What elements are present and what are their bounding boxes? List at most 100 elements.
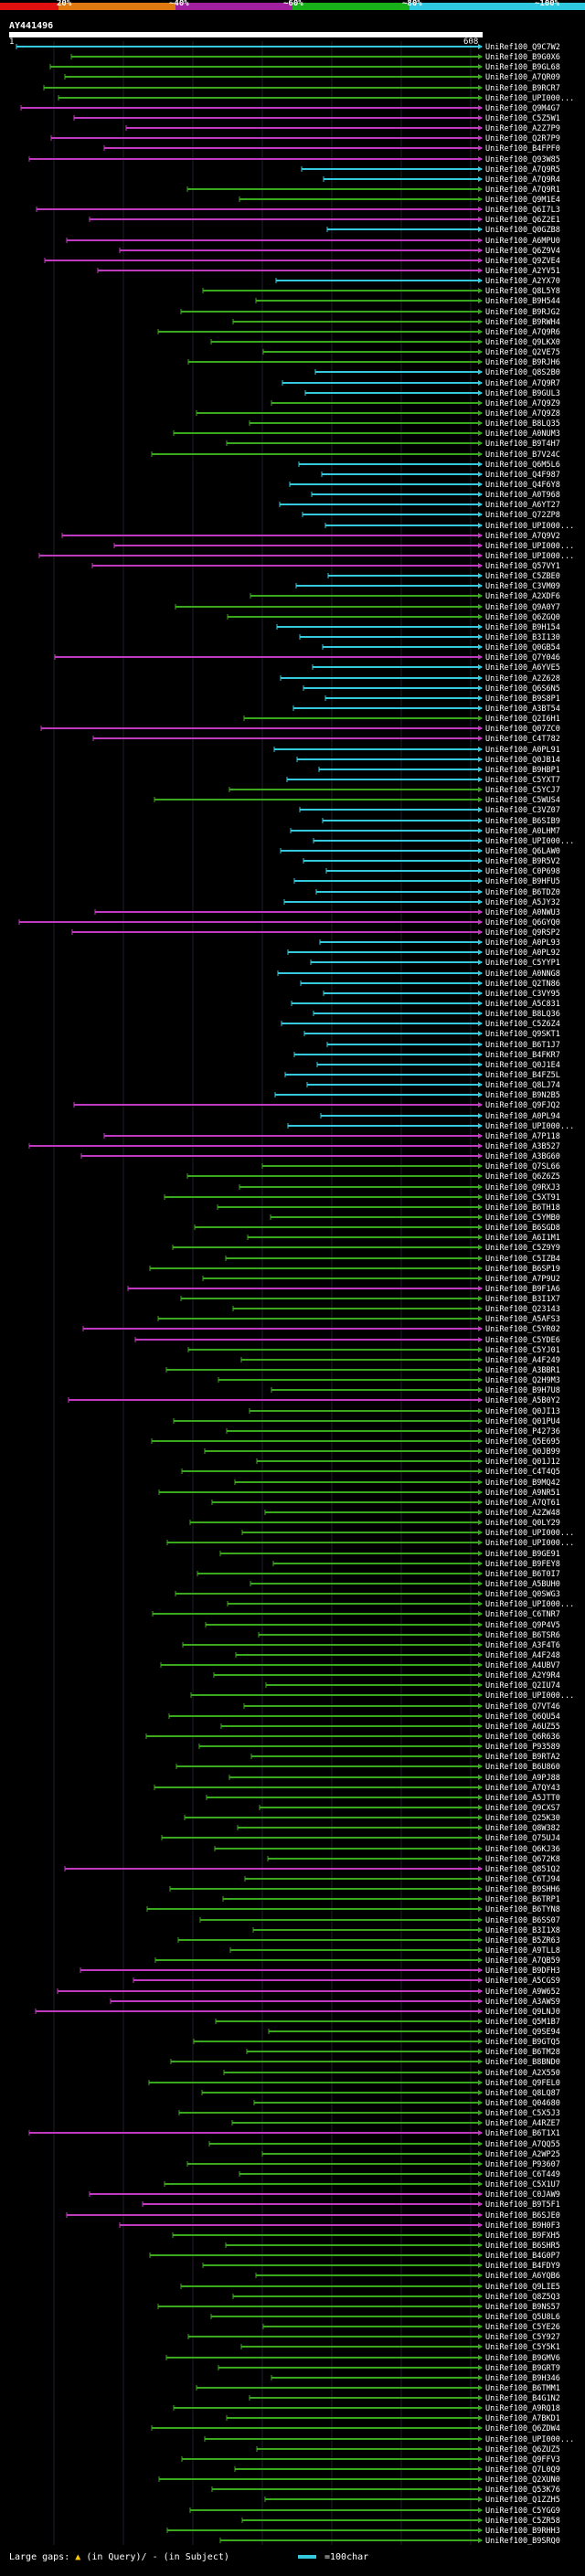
hit-label[interactable]: UniRef100_Q7L0Q9 [485,2465,560,2475]
hit-label[interactable]: UniRef100_Q9LNJ0 [485,2008,560,2017]
hit-label[interactable]: UniRef100_A3F4T6 [485,1641,560,1650]
hit-row[interactable]: UniRef100_B9RJH6 [187,358,560,367]
hit-row[interactable]: UniRef100_Q6M5L6 [298,461,560,470]
hit-row[interactable]: UniRef100_B6TDZ0 [315,888,560,897]
hit-label[interactable]: UniRef100_Q9RSP2 [485,928,560,938]
hit-label[interactable]: UniRef100_B6SHR5 [485,2242,560,2251]
hit-label[interactable]: UniRef100_B9RJH6 [485,358,560,367]
hit-label[interactable]: UniRef100_A2Z7P9 [485,124,560,133]
hit-row[interactable]: UniRef100_A2ZW48 [264,1509,560,1518]
hit-row[interactable]: UniRef100_B9GL68 [49,63,560,72]
hit-label[interactable]: UniRef100_Q672K8 [485,1855,560,1864]
hit-row[interactable]: UniRef100_A5JY32 [283,898,560,907]
hit-label[interactable]: UniRef100_Q07ZC0 [485,725,560,734]
hit-row[interactable]: UniRef100_A2XDF6 [250,592,560,601]
hit-label[interactable]: UniRef100_A0PL91 [485,746,560,755]
hit-label[interactable]: UniRef100_A6I1M1 [485,1234,560,1243]
hit-label[interactable]: UniRef100_UPI000... [485,2435,574,2444]
hit-row[interactable]: UniRef100_B9RCR7 [43,84,560,93]
hit-row[interactable]: UniRef100_P93607 [186,2160,560,2169]
hit-label[interactable]: UniRef100_Q8Z5Q3 [485,2293,560,2302]
hit-row[interactable]: UniRef100_A0PL93 [319,938,560,948]
hit-row[interactable]: UniRef100_Q9M1E4 [239,196,560,205]
hit-row[interactable]: UniRef100_Q9P4V5 [205,1621,560,1630]
hit-label[interactable]: UniRef100_A7Q9Z8 [485,409,560,419]
hit-row[interactable]: UniRef100_Q9M4G7 [20,104,560,113]
hit-row[interactable]: UniRef100_B6TM28 [246,2048,560,2057]
hit-label[interactable]: UniRef100_A7QR09 [485,73,560,82]
hit-row[interactable]: UniRef100_C5XT91 [164,1193,560,1203]
hit-row[interactable]: UniRef100_Q6QU54 [168,1712,560,1722]
hit-label[interactable]: UniRef100_B9HFU5 [485,877,560,886]
hit-label[interactable]: UniRef100_Q9P4V5 [485,1621,560,1630]
hit-label[interactable]: UniRef100_A3BG60 [485,1152,560,1161]
hit-label[interactable]: UniRef100_B9GUL3 [485,389,560,398]
hit-label[interactable]: UniRef100_C0JAW9 [485,2190,560,2200]
hit-row[interactable]: UniRef100_B6TMM1 [196,2384,560,2393]
hit-label[interactable]: UniRef100_C5X5J3 [485,2109,560,2118]
hit-row[interactable]: UniRef100_B6SHR5 [225,2242,560,2251]
hit-row[interactable]: UniRef100_A2X550 [223,2069,560,2078]
hit-row[interactable]: UniRef100_B9FXH5 [172,2231,560,2241]
hit-label[interactable]: UniRef100_A7P9U2 [485,1275,560,1284]
hit-row[interactable]: UniRef100_B9RTA2 [250,1753,560,1762]
hit-row[interactable]: UniRef100_B4FKR7 [293,1051,560,1060]
hit-row[interactable]: UniRef100_A0NNG8 [277,970,560,979]
hit-row[interactable]: UniRef100_UPI000... [287,1122,574,1131]
hit-row[interactable]: UniRef100_Q5E695 [151,1437,560,1447]
hit-label[interactable]: UniRef100_C5Z6Z4 [485,1020,560,1029]
hit-row[interactable]: UniRef100_Q9RSP2 [71,928,560,938]
hit-row[interactable]: UniRef100_B4G0P7 [149,2252,560,2261]
hit-label[interactable]: UniRef100_B6SS07 [485,1916,560,1925]
hit-label[interactable]: UniRef100_Q9SE94 [485,2028,560,2037]
hit-row[interactable]: UniRef100_Q0JI13 [249,1407,560,1416]
hit-row[interactable]: UniRef100_B9FEY8 [272,1560,560,1569]
hit-label[interactable]: UniRef100_A6YT27 [485,501,560,510]
hit-label[interactable]: UniRef100_Q01J12 [485,1458,560,1467]
hit-row[interactable]: UniRef100_UPI000... [241,1529,574,1538]
hit-label[interactable]: UniRef100_Q8LJ74 [485,1081,560,1090]
hit-label[interactable]: UniRef100_A5JTT0 [485,1794,560,1803]
hit-label[interactable]: UniRef100_B6TSR6 [485,1631,560,1640]
hit-row[interactable]: UniRef100_A7Q9R4 [323,175,560,185]
hit-row[interactable]: UniRef100_A0T968 [311,491,560,500]
hit-label[interactable]: UniRef100_C5Z9Y9 [485,1244,560,1253]
hit-label[interactable]: UniRef100_UPI000... [485,1600,574,1609]
hit-label[interactable]: UniRef100_A0NWU3 [485,908,560,917]
hit-label[interactable]: UniRef100_A3B527 [485,1142,560,1151]
hit-row[interactable]: UniRef100_B6TYN8 [146,1905,560,1914]
hit-row[interactable]: UniRef100_Q0J1E4 [316,1061,560,1070]
hit-row[interactable]: UniRef100_A7QB59 [154,1956,560,1966]
hit-row[interactable]: UniRef100_Q0SWG3 [175,1590,560,1599]
hit-label[interactable]: UniRef100_B3I130 [485,633,560,642]
hit-row[interactable]: UniRef100_C5X1U7 [164,2180,560,2189]
hit-row[interactable]: UniRef100_Q6ZUZ5 [256,2445,560,2454]
hit-label[interactable]: UniRef100_Q0LY29 [485,1519,560,1528]
hit-label[interactable]: UniRef100_C5YE26 [485,2323,560,2332]
hit-label[interactable]: UniRef100_B9GMV6 [485,2354,560,2363]
hit-row[interactable]: UniRef100_B6SGD8 [194,1224,560,1233]
hit-label[interactable]: UniRef100_B6TMM1 [485,2384,560,2393]
hit-label[interactable]: UniRef100_B3I1X7 [485,1295,560,1304]
hit-label[interactable]: UniRef100_B4FDY9 [485,2262,560,2271]
hit-label[interactable]: UniRef100_A0NUM3 [485,429,560,439]
hit-label[interactable]: UniRef100_C5Y5K1 [485,2343,560,2352]
hit-row[interactable]: UniRef100_P93589 [198,1743,560,1752]
hit-label[interactable]: UniRef100_B9RHH3 [485,2527,560,2536]
hit-label[interactable]: UniRef100_P42736 [485,1427,560,1436]
hit-label[interactable]: UniRef100_Q9M4G7 [485,104,560,113]
hit-label[interactable]: UniRef100_C3VZ07 [485,806,560,815]
hit-label[interactable]: UniRef100_Q2R7P9 [485,134,560,143]
hit-row[interactable]: UniRef100_B9RHH3 [166,2527,560,2536]
hit-label[interactable]: UniRef100_Q93W85 [485,155,560,164]
hit-label[interactable]: UniRef100_Q23143 [485,1305,560,1314]
hit-label[interactable]: UniRef100_Q8W382 [485,1824,560,1833]
hit-label[interactable]: UniRef100_B6TM28 [485,2048,560,2057]
hit-row[interactable]: UniRef100_Q9LNJ0 [35,2008,560,2017]
hit-row[interactable]: UniRef100_C6TNR7 [152,1610,560,1619]
hit-row[interactable]: UniRef100_Q2XUN0 [158,2475,560,2485]
hit-label[interactable]: UniRef100_B6T0I7 [485,1570,560,1579]
hit-row[interactable]: UniRef100_Q01PU4 [173,1417,560,1426]
hit-row[interactable]: UniRef100_B4G1N2 [249,2394,560,2403]
hit-row[interactable]: UniRef100_B9MQ42 [234,1479,560,1488]
